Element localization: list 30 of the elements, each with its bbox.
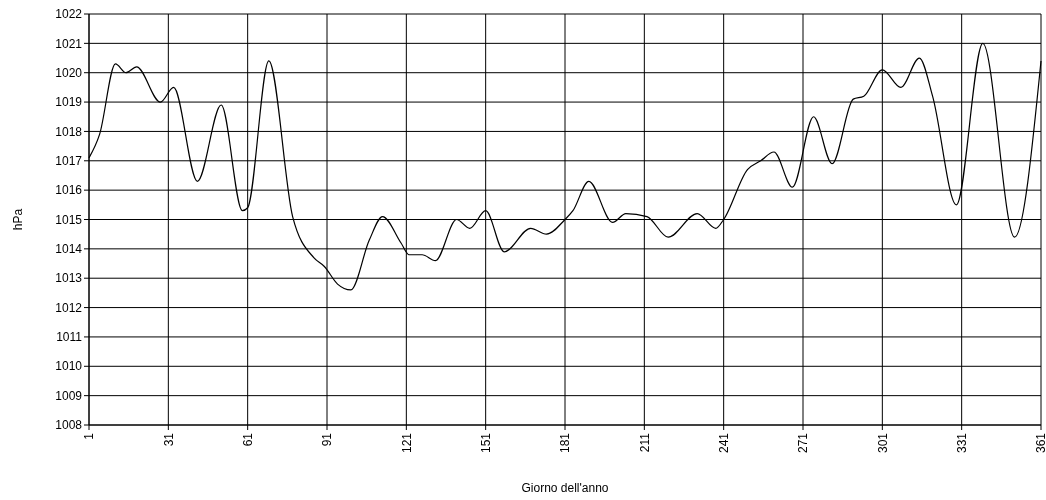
y-tick-label: 1011 xyxy=(56,330,83,345)
x-tick-label: 241 xyxy=(716,432,731,454)
x-tick-label: 331 xyxy=(954,432,969,454)
x-tick-label: 301 xyxy=(875,432,890,454)
x-tick-label: 61 xyxy=(240,432,255,447)
x-tick-label: 181 xyxy=(558,432,573,454)
x-tick-label: 361 xyxy=(1034,432,1046,454)
y-tick-label: 1009 xyxy=(55,388,83,403)
y-tick-label: 1015 xyxy=(55,212,83,227)
y-tick-label: 1017 xyxy=(55,153,83,168)
y-tick-label: 1013 xyxy=(55,271,83,286)
y-tick-label: 1016 xyxy=(55,183,83,198)
y-tick-label: 1022 xyxy=(55,7,83,22)
x-tick-label: 271 xyxy=(796,432,811,454)
x-tick-label: 151 xyxy=(478,432,493,454)
y-tick-label: 1021 xyxy=(55,36,83,51)
y-axis-title: hPa xyxy=(11,208,25,231)
x-tick-label: 211 xyxy=(637,432,652,453)
y-tick-label: 1014 xyxy=(55,242,83,257)
x-tick-label: 121 xyxy=(399,432,414,454)
y-tick-label: 1018 xyxy=(55,124,83,139)
y-tick-label: 1020 xyxy=(55,65,83,80)
y-tick-label: 1019 xyxy=(55,95,83,110)
x-tick-label: 31 xyxy=(161,432,176,447)
y-tick-label: 1010 xyxy=(55,359,83,374)
x-tick-label: 1 xyxy=(82,432,97,440)
x-tick-label: 91 xyxy=(320,432,335,447)
x-axis-title: Giorno dell'anno xyxy=(521,481,609,495)
y-tick-label: 1012 xyxy=(55,300,83,315)
y-tick-label: 1008 xyxy=(55,418,83,433)
